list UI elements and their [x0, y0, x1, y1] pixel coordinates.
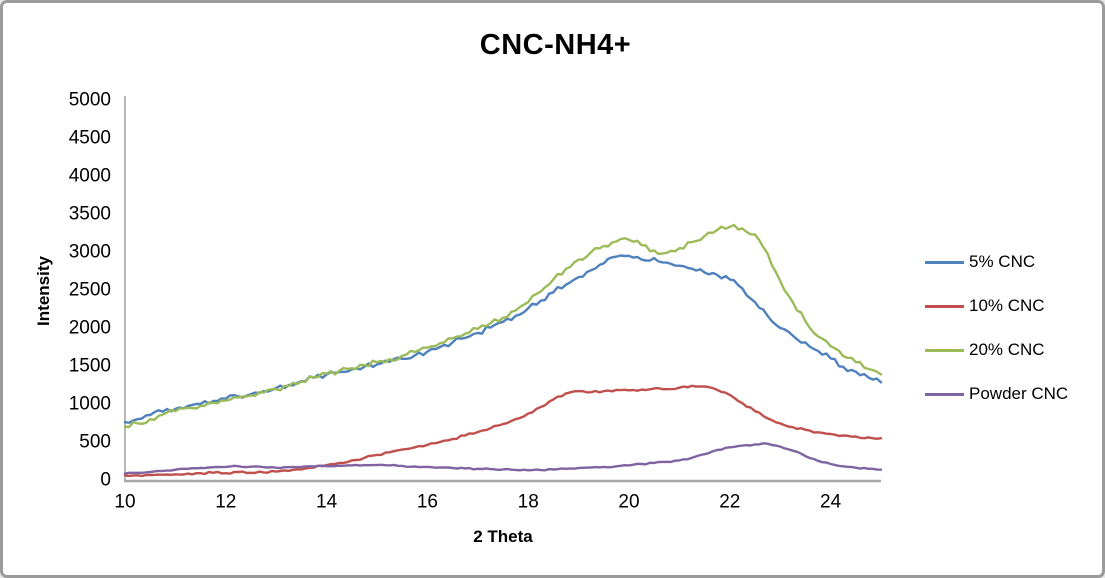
x-tick-label: 24 [820, 492, 842, 513]
y-tick-label: 3500 [69, 204, 111, 225]
series-line-powder-cnc [123, 442, 883, 475]
y-tick-label: 2500 [69, 280, 111, 301]
legend-item-5-cnc: 5% CNC [925, 240, 1068, 284]
legend-line-swatch-20-cnc [925, 348, 964, 352]
x-tick-label: 14 [316, 492, 338, 513]
legend-item-powder-cnc: Powder CNC [925, 372, 1068, 416]
x-tick-label: 16 [417, 492, 438, 513]
x-tick-label: 18 [518, 492, 539, 513]
legend-label-20-cnc: 20% CNC [969, 340, 1045, 359]
y-tick-label: 4500 [69, 128, 111, 149]
legend-item-20-cnc: 20% CNC [925, 328, 1068, 372]
series-line-10-cnc [123, 384, 883, 478]
legend-label-5-cnc: 5% CNC [969, 252, 1036, 271]
y-tick-label: 5000 [69, 90, 111, 111]
x-tick-label: 20 [618, 492, 639, 513]
y-tick-label: 1000 [69, 394, 111, 415]
legend-line-swatch-5-cnc [925, 260, 964, 264]
x-tick-label: 10 [114, 492, 135, 513]
legend-item-10-cnc: 10% CNC [925, 284, 1068, 328]
y-tick-label: 0 [100, 470, 111, 491]
xrd-chart-plot-area: 0 500 1000 1500 2000 2500 3000 3500 4000 4500 5000… [69, 90, 883, 513]
legend-line-swatch-10-cnc [925, 304, 964, 308]
legend: 5% CNC 10% CNC 20% CNC Powder CNC [925, 240, 1068, 416]
y-tick-label: 4000 [69, 166, 111, 187]
x-tick-label: 22 [719, 492, 740, 513]
legend-line-swatch-powder-cnc [925, 392, 964, 396]
y-tick-label: 3000 [69, 242, 111, 263]
legend-label-powder-cnc: Powder CNC [969, 384, 1069, 403]
series-line-20-cnc [123, 223, 883, 429]
legend-label-10-cnc: 10% CNC [969, 296, 1045, 315]
chart-title: CNC-NH4+ [479, 29, 632, 61]
y-tick-label: 500 [79, 432, 111, 453]
y-tick-label: 1500 [69, 356, 111, 377]
x-axis-title: 2 Theta [473, 527, 533, 546]
x-tick-label: 12 [215, 492, 236, 513]
y-tick-label: 2000 [69, 318, 111, 339]
